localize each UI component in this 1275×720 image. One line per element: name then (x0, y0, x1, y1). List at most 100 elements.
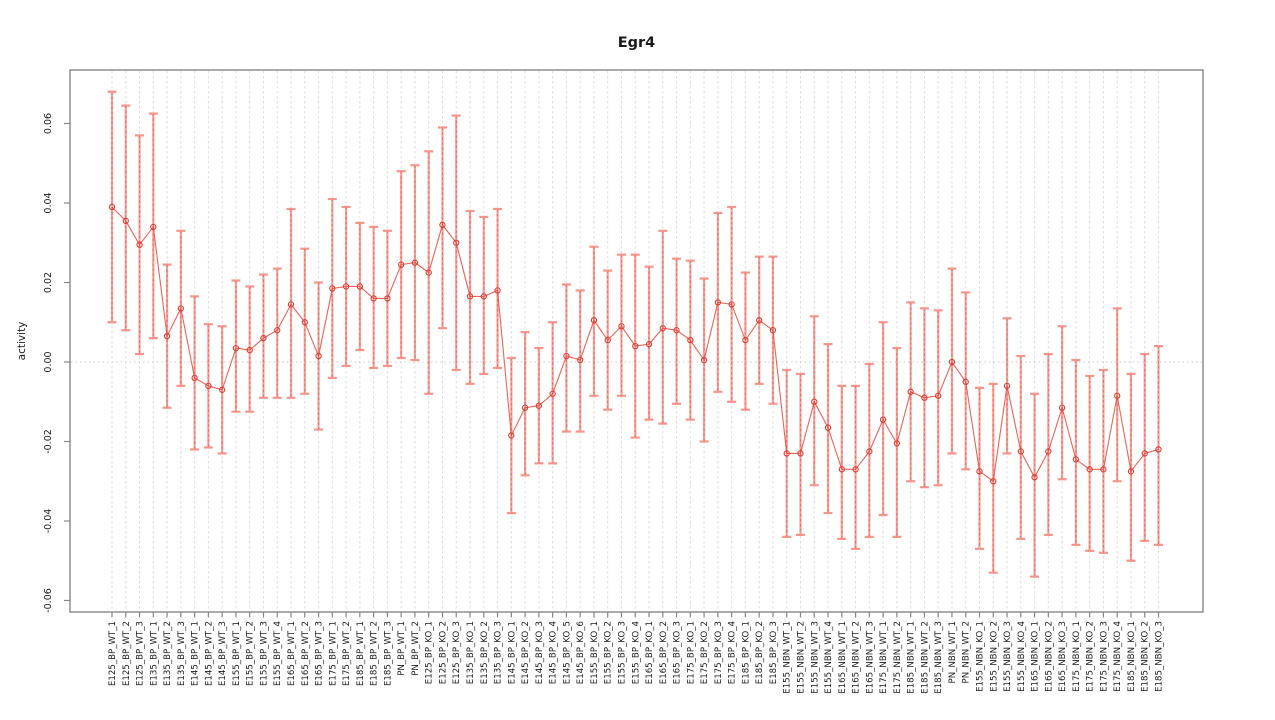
x-tick-label: E125_BP_KO_2 (438, 621, 448, 684)
data-point (1086, 466, 1093, 473)
y-axis-title: activity (16, 322, 28, 361)
x-tick-label: E185_NBN_KO_2 (1141, 621, 1151, 692)
data-point (879, 416, 887, 423)
plot-frame (69, 69, 1204, 613)
x-tick-label: E185_BP_WT_1 (356, 621, 366, 686)
x-tick-label: E185_NBN_KO_3 (1155, 621, 1165, 692)
x-tick-label: E165_NBN_KO_3 (1058, 621, 1068, 692)
series-line (111, 206, 1159, 483)
data-point (1045, 448, 1052, 455)
x-tick-label: E165_NBN_WT_2 (852, 621, 862, 694)
x-tick-label: E175_NBN_KO_3 (1099, 621, 1109, 692)
y-tick-label: 0.00 (43, 351, 54, 372)
x-tick-label: E175_NBN_WT_1 (879, 621, 889, 694)
data-point (260, 334, 267, 342)
x-tick-label: E175_BP_WT_2 (342, 621, 352, 686)
x-tick-label: E165_BP_KO_3 (673, 621, 683, 684)
chart-title: Egr4 (618, 35, 656, 51)
data-point (990, 478, 997, 485)
data-point (370, 295, 377, 302)
x-tick-label: E145_BP_WT_3 (218, 621, 228, 686)
data-point (508, 432, 515, 439)
x-tick-label: E185_NBN_KO_1 (1127, 621, 1137, 692)
data-point (1141, 450, 1148, 457)
x-tick-label: PN_BP_WT_1 (397, 621, 407, 676)
data-point (1017, 448, 1024, 455)
x-tick-label: E155_NBN_WT_4 (824, 621, 834, 694)
data-point (453, 239, 460, 246)
data-point (976, 468, 983, 475)
x-tick-label: E165_BP_KO_1 (645, 621, 655, 684)
data-point (824, 424, 832, 431)
y-tick-label: 0.06 (43, 113, 54, 134)
x-tick-label: E185_BP_KO_3 (769, 621, 779, 684)
x-tick-label: E155_BP_WT_2 (246, 621, 256, 686)
x-tick-label: E155_BP_WT_1 (232, 621, 242, 686)
x-tick-label: E155_NBN_KO_2 (989, 621, 999, 692)
series-polyline (111, 206, 1159, 483)
data-point (590, 317, 598, 324)
data-point (948, 358, 956, 366)
data-point (921, 394, 928, 401)
data-point (425, 269, 432, 276)
x-tick-label: E125_BP_WT_1 (108, 621, 118, 686)
x-tick-label: E155_BP_WT_3 (259, 621, 269, 686)
data-point (604, 336, 611, 344)
x-tick-label: E185_BP_KO_1 (741, 621, 751, 684)
data-point (108, 203, 116, 211)
x-tick-label: E165_BP_WT_1 (287, 621, 297, 686)
x-tick-label: E185_BP_WT_2 (370, 621, 380, 686)
x-tick-label: E175_BP_KO_2 (700, 621, 710, 684)
data-point (177, 305, 184, 312)
data-point (742, 336, 749, 344)
x-tick-label: E145_BP_WT_1 (191, 621, 201, 686)
data-point (893, 440, 901, 447)
data-point (728, 301, 735, 308)
data-point (797, 450, 804, 457)
x-tick-label: E165_NBN_WT_3 (865, 621, 875, 694)
data-points (108, 203, 1162, 485)
x-tick-label: E135_BP_KO_3 (494, 621, 504, 684)
data-point (1031, 474, 1038, 481)
data-point (301, 319, 308, 326)
data-point (521, 404, 529, 411)
x-tick-label: E185_NBN_WT_2 (920, 621, 930, 694)
x-tick-label: E175_NBN_WT_2 (893, 621, 903, 694)
gridlines (71, 71, 1202, 611)
data-point (384, 295, 391, 302)
x-tick-label: E165_NBN_KO_2 (1044, 621, 1054, 692)
x-tick-label: E155_BP_WT_4 (273, 621, 283, 686)
data-point (411, 259, 419, 266)
data-point (549, 390, 556, 397)
data-point (480, 293, 487, 300)
data-point (935, 392, 942, 399)
data-point (315, 352, 322, 360)
data-point (645, 340, 653, 348)
x-tick-label: E155_BP_KO_1 (590, 621, 600, 684)
x-tick-label: E145_BP_KO_6 (576, 621, 586, 684)
x-tick-label: E185_NBN_WT_3 (934, 621, 944, 694)
data-point (700, 356, 708, 364)
x-tick-label: E155_BP_KO_3 (617, 621, 627, 684)
data-point (246, 346, 253, 354)
data-point (232, 344, 240, 352)
x-tick-label: E145_BP_KO_3 (535, 621, 545, 684)
x-tick-label: PN_NBN_WT_1 (948, 621, 958, 683)
x-tick-label: E175_NBN_KO_2 (1086, 621, 1096, 692)
data-point (673, 327, 680, 334)
x-tick-label: E125_BP_WT_3 (136, 621, 146, 686)
data-point (219, 386, 226, 393)
y-tick-label: 0.02 (43, 272, 54, 293)
x-tick-label: E175_BP_KO_3 (714, 621, 724, 684)
x-tick-label: E125_BP_WT_2 (122, 621, 132, 686)
axes (64, 69, 1204, 618)
x-tick-label: E145_BP_KO_1 (507, 621, 517, 684)
x-tick-label: E175_BP_KO_4 (728, 621, 738, 684)
data-point (342, 283, 350, 290)
data-point (866, 448, 873, 455)
data-point (439, 221, 446, 229)
data-point (1127, 468, 1135, 475)
x-tick-label: E175_NBN_KO_1 (1072, 621, 1082, 692)
